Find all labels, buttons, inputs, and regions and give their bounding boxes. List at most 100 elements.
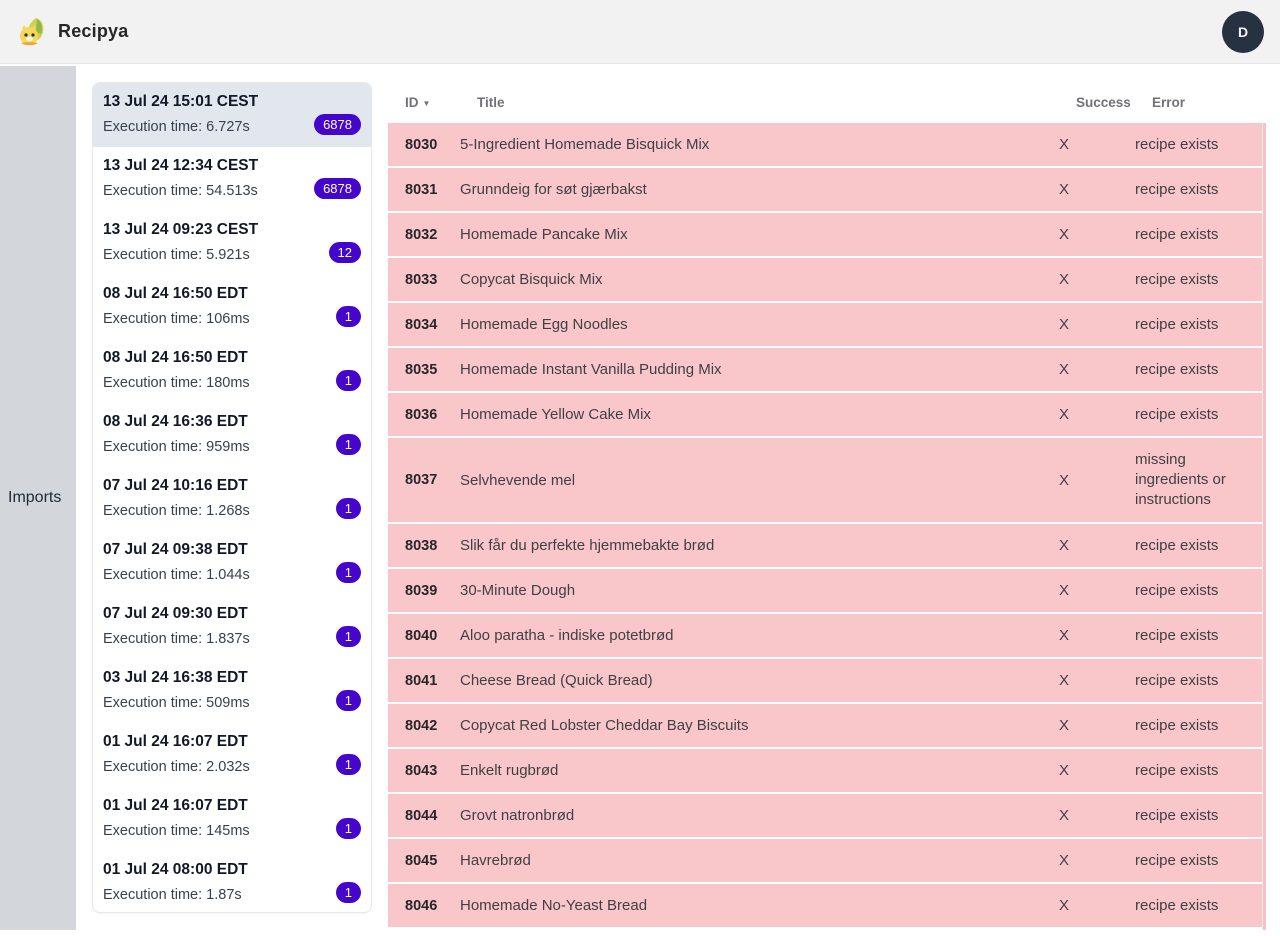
cell-success: X bbox=[1059, 361, 1070, 378]
cell-error: recipe exists bbox=[1135, 851, 1219, 869]
cell-error: recipe exists bbox=[1135, 135, 1219, 153]
import-execution-time: Execution time: 106ms bbox=[103, 311, 250, 327]
cell-error: recipe exists bbox=[1135, 360, 1219, 378]
cell-title: Homemade Yellow Cake Mix bbox=[460, 406, 651, 423]
cell-title: Homemade Egg Noodles bbox=[460, 316, 628, 333]
cell-success: X bbox=[1059, 537, 1070, 554]
import-list-item[interactable]: 03 Jul 24 16:38 EDT Execution time: 509m… bbox=[93, 659, 371, 723]
column-header-success: Success bbox=[1076, 95, 1131, 110]
cell-id: 8040 bbox=[405, 627, 438, 644]
import-date: 01 Jul 24 16:07 EDT bbox=[103, 733, 248, 750]
table-row: 8035 Homemade Instant Vanilla Pudding Mi… bbox=[388, 348, 1262, 391]
table-scrollbar[interactable] bbox=[1262, 123, 1266, 930]
table-row: 8037 Selvhevende mel X missing ingredien… bbox=[388, 438, 1262, 522]
import-list-item[interactable]: 01 Jul 24 16:07 EDT Execution time: 2.03… bbox=[93, 723, 371, 787]
table-row: 8030 5-Ingredient Homemade Bisquick Mix … bbox=[388, 123, 1262, 166]
import-list-item[interactable]: 08 Jul 24 16:36 EDT Execution time: 959m… bbox=[93, 403, 371, 467]
cell-title: 5-Ingredient Homemade Bisquick Mix bbox=[460, 136, 710, 153]
table-row: 8045 Havrebrød X recipe exists bbox=[388, 839, 1262, 882]
import-execution-time: Execution time: 1.044s bbox=[103, 567, 250, 583]
cell-success: X bbox=[1059, 807, 1070, 824]
cell-success: X bbox=[1059, 136, 1070, 153]
column-header-error: Error bbox=[1152, 95, 1186, 110]
import-list-item[interactable]: 01 Jul 24 08:00 EDT Execution time: 1.87… bbox=[93, 851, 371, 912]
cell-id: 8030 bbox=[405, 136, 438, 153]
column-header-id[interactable]: ID ▼ bbox=[388, 95, 477, 110]
import-date: 07 Jul 24 09:30 EDT bbox=[103, 605, 248, 622]
import-execution-time: Execution time: 1.87s bbox=[103, 887, 242, 903]
table-row: 8039 30-Minute Dough X recipe exists bbox=[388, 569, 1262, 612]
import-list-item[interactable]: 07 Jul 24 10:16 EDT Execution time: 1.26… bbox=[93, 467, 371, 531]
import-execution-time: Execution time: 1.837s bbox=[103, 631, 250, 647]
sidebar-item-imports[interactable]: Imports bbox=[8, 489, 62, 506]
cell-error: recipe exists bbox=[1135, 896, 1219, 914]
import-date: 01 Jul 24 16:07 EDT bbox=[103, 797, 248, 814]
cell-title: Homemade No-Yeast Bread bbox=[460, 897, 648, 914]
import-list-item[interactable]: 08 Jul 24 16:50 EDT Execution time: 106m… bbox=[93, 275, 371, 339]
cell-success: X bbox=[1059, 271, 1070, 288]
cell-error: recipe exists bbox=[1135, 716, 1219, 734]
cell-id: 8037 bbox=[405, 472, 438, 488]
cell-id: 8036 bbox=[405, 406, 438, 423]
import-list-item[interactable]: 13 Jul 24 09:23 CEST Execution time: 5.9… bbox=[93, 211, 371, 275]
sort-desc-icon: ▼ bbox=[422, 99, 431, 108]
import-list-item[interactable]: 01 Jul 24 16:07 EDT Execution time: 145m… bbox=[93, 787, 371, 851]
cell-error: recipe exists bbox=[1135, 315, 1219, 333]
table-row: 8041 Cheese Bread (Quick Bread) X recipe… bbox=[388, 659, 1262, 702]
import-list-item[interactable]: 07 Jul 24 09:30 EDT Execution time: 1.83… bbox=[93, 595, 371, 659]
column-header-id-label: ID bbox=[405, 95, 419, 110]
cell-success: X bbox=[1059, 627, 1070, 644]
cell-error: recipe exists bbox=[1135, 225, 1219, 243]
import-list-item[interactable]: 13 Jul 24 12:34 CEST Execution time: 54.… bbox=[93, 147, 371, 211]
cell-id: 8032 bbox=[405, 226, 438, 243]
table-row: 8046 Homemade No-Yeast Bread X recipe ex… bbox=[388, 884, 1262, 927]
cell-success: X bbox=[1059, 762, 1070, 779]
cell-error: recipe exists bbox=[1135, 180, 1219, 198]
cell-id: 8044 bbox=[405, 807, 438, 824]
table-header-row: ID ▼ Title Success Error bbox=[388, 82, 1266, 123]
cell-error: missing ingredients or instructions bbox=[1135, 451, 1226, 508]
cell-success: X bbox=[1059, 582, 1070, 599]
import-list-item[interactable]: 13 Jul 24 15:01 CEST Execution time: 6.7… bbox=[93, 83, 371, 147]
cell-id: 8039 bbox=[405, 582, 438, 599]
table-row: 8038 Slik får du perfekte hjemmebakte br… bbox=[388, 524, 1262, 567]
cell-success: X bbox=[1059, 852, 1070, 869]
import-count-badge: 1 bbox=[335, 882, 361, 903]
table-body: 8030 5-Ingredient Homemade Bisquick Mix … bbox=[388, 123, 1262, 927]
cell-id: 8041 bbox=[405, 672, 438, 689]
cell-title: Grunndeig for søt gjærbakst bbox=[460, 181, 647, 198]
table-row: 8043 Enkelt rugbrød X recipe exists bbox=[388, 749, 1262, 792]
cell-id: 8035 bbox=[405, 361, 438, 378]
cell-error: recipe exists bbox=[1135, 626, 1219, 644]
brand[interactable]: Recipya bbox=[16, 16, 128, 48]
cell-title: Enkelt rugbrød bbox=[460, 762, 559, 779]
import-list-item[interactable]: 08 Jul 24 16:50 EDT Execution time: 180m… bbox=[93, 339, 371, 403]
import-execution-time: Execution time: 6.727s bbox=[103, 119, 250, 135]
cell-title: Selvhevende mel bbox=[460, 471, 576, 489]
import-count-badge: 12 bbox=[328, 242, 361, 263]
cell-title: Cheese Bread (Quick Bread) bbox=[460, 672, 653, 689]
import-count-badge: 1 bbox=[335, 690, 361, 711]
import-date: 08 Jul 24 16:50 EDT bbox=[103, 349, 248, 366]
import-list-item[interactable]: 07 Jul 24 09:38 EDT Execution time: 1.04… bbox=[93, 531, 371, 595]
recipya-logo-icon bbox=[16, 16, 48, 48]
cell-id: 8038 bbox=[405, 537, 438, 554]
import-count-badge: 1 bbox=[335, 562, 361, 583]
import-execution-time: Execution time: 2.032s bbox=[103, 759, 250, 775]
cell-success: X bbox=[1059, 717, 1070, 734]
import-execution-time: Execution time: 1.268s bbox=[103, 503, 250, 519]
cell-success: X bbox=[1059, 471, 1070, 489]
cell-success: X bbox=[1059, 316, 1070, 333]
cell-title: Slik får du perfekte hjemmebakte brød bbox=[460, 537, 715, 554]
cell-title: Grovt natronbrød bbox=[460, 807, 575, 824]
cell-success: X bbox=[1059, 406, 1070, 423]
avatar[interactable]: D bbox=[1222, 10, 1264, 53]
import-count-badge: 1 bbox=[335, 370, 361, 391]
app-title[interactable]: Recipya bbox=[58, 21, 129, 41]
table-row: 8036 Homemade Yellow Cake Mix X recipe e… bbox=[388, 393, 1262, 436]
import-results-table: ID ▼ Title Success Error 8030 5-Ingredien… bbox=[388, 82, 1266, 930]
cell-id: 8045 bbox=[405, 852, 438, 869]
cell-error: recipe exists bbox=[1135, 536, 1219, 554]
table-row: 8032 Homemade Pancake Mix X recipe exist… bbox=[388, 213, 1262, 256]
